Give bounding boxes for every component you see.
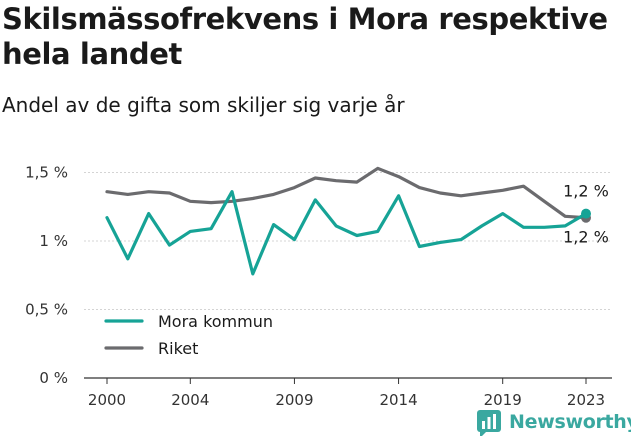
y-tick-label: 0 % xyxy=(39,369,68,387)
x-tick-label: 2014 xyxy=(379,391,417,409)
legend-label: Riket xyxy=(158,339,198,358)
x-axis: 2000 2004 2009 2014 2019 2023 xyxy=(88,378,605,409)
chart-subtitle: Andel av de gifta som skiljer sig varje … xyxy=(2,93,405,117)
gridlines xyxy=(84,172,612,379)
end-label: 1,2 % xyxy=(563,228,609,247)
legend-label: Mora kommun xyxy=(158,312,273,331)
y-tick-label: 0,5 % xyxy=(25,301,68,319)
x-tick-label: 2023 xyxy=(567,391,605,409)
series-line-riket xyxy=(105,166,588,220)
newsworthy-logo-icon xyxy=(477,410,501,436)
x-tick-label: 2019 xyxy=(484,391,522,409)
series-lines: 1,2 % 1,2 % xyxy=(105,166,609,276)
chart-title: Skilsmässofrekvens i Mora respektive hel… xyxy=(2,2,608,71)
y-tick-label: 1 % xyxy=(39,232,68,250)
y-axis: 0 % 0,5 % 1 % 1,5 % xyxy=(25,164,68,388)
end-label: 1,2 % xyxy=(563,182,609,201)
y-tick-label: 1,5 % xyxy=(25,164,68,182)
x-tick-label: 2004 xyxy=(171,391,209,409)
legend: Mora kommun Riket xyxy=(104,312,273,358)
x-tick-label: 2009 xyxy=(275,391,313,409)
x-tick-label: 2000 xyxy=(88,391,126,409)
brand-name: Newsworthy xyxy=(509,411,631,433)
brand-logo: Newsworthy xyxy=(476,407,631,437)
series-line-mora-kommun xyxy=(105,190,588,276)
end-point-mora-kommun xyxy=(581,208,591,219)
